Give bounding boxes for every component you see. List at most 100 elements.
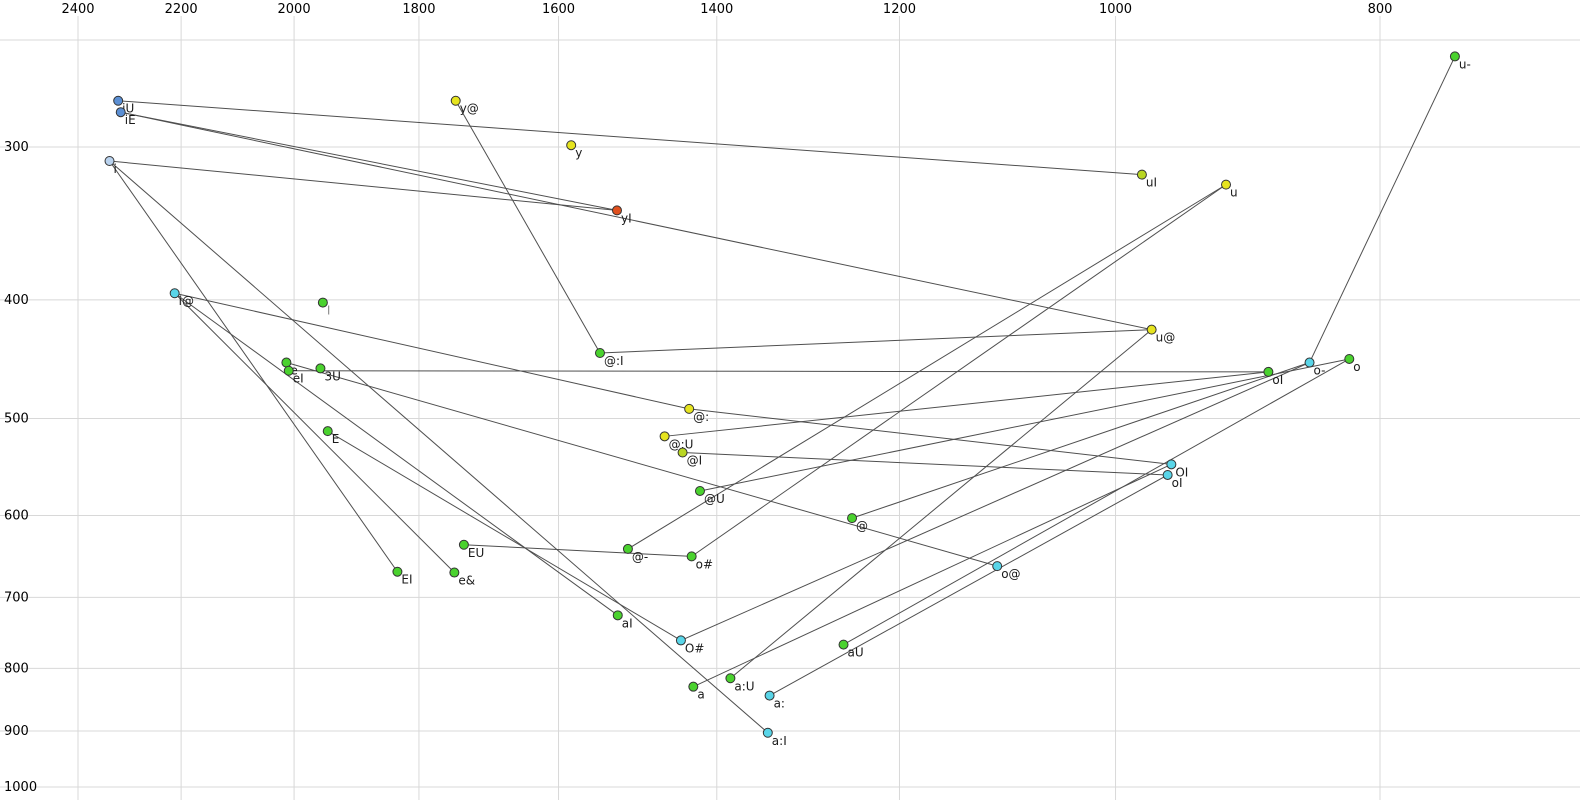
- trajectory-line: [120, 111, 618, 211]
- x-tick-label: 2200: [165, 2, 198, 17]
- vowel-point-label: oI: [1172, 476, 1183, 490]
- vowel-point[interactable]: [677, 447, 688, 458]
- vowel-point[interactable]: [1449, 51, 1460, 62]
- vowel-point[interactable]: [449, 567, 460, 578]
- trajectory-line: [682, 452, 1168, 476]
- trajectory-line: [286, 362, 998, 567]
- y-tick-label: 500: [4, 412, 29, 427]
- vowel-point-label: i@: [179, 294, 194, 308]
- vowel-point[interactable]: [1304, 357, 1315, 368]
- x-tick-label: 1800: [402, 2, 435, 17]
- trajectory-lines: [109, 56, 1456, 734]
- axis-tick-labels: 2400 2200 2000 1800 1600 1400 1200 1000 800 300 40…: [4, 2, 1392, 795]
- vowel-point[interactable]: [622, 543, 633, 554]
- vowel-point[interactable]: [694, 485, 705, 496]
- vowel-point[interactable]: [458, 539, 469, 550]
- vowel-point-label: a:I: [772, 734, 787, 748]
- vowel-point-label: @U: [704, 492, 725, 506]
- trajectory-line: [851, 362, 1310, 519]
- vowel-point[interactable]: [659, 431, 670, 442]
- vowel-point[interactable]: [566, 140, 577, 151]
- vowel-point-label: aI: [622, 616, 633, 630]
- vowel-point[interactable]: [104, 155, 115, 166]
- vowel-point[interactable]: [1221, 179, 1232, 190]
- vowel-point-label: 3U: [324, 369, 340, 383]
- vowel-point-label: iE: [125, 113, 136, 127]
- y-tick-label: 1000: [4, 780, 37, 795]
- trajectory-line: [174, 292, 690, 410]
- trajectory-line: [109, 160, 769, 734]
- vowel-point-label: a:U: [734, 679, 754, 693]
- vowel-point-label: a:: [774, 697, 785, 711]
- vowel-point-label: u@: [1156, 331, 1176, 345]
- vowel-point-label: uI: [1146, 176, 1157, 190]
- vowel-point[interactable]: [322, 426, 333, 437]
- vowel-point-label: @:I: [604, 354, 624, 368]
- vowel-point-label: EI: [401, 573, 412, 587]
- vowel-point[interactable]: [838, 639, 849, 650]
- vowel-point[interactable]: [688, 681, 699, 692]
- x-tick-label: 1600: [542, 2, 575, 17]
- gridlines: [0, 16, 1580, 800]
- trajectory-line: [689, 408, 1172, 465]
- vowel-point-label: @I: [687, 454, 703, 468]
- trajectory-line: [627, 184, 1227, 550]
- vowel-point[interactable]: [594, 347, 605, 358]
- vowel-point[interactable]: [764, 690, 775, 701]
- vowel-point[interactable]: [169, 288, 180, 299]
- trajectory-line: [599, 329, 1152, 354]
- vowel-point[interactable]: [725, 673, 736, 684]
- vowel-point[interactable]: [1146, 324, 1157, 335]
- vowel-point[interactable]: [684, 403, 695, 414]
- y-tick-label: 900: [4, 724, 29, 739]
- vowel-point[interactable]: [317, 297, 328, 308]
- vowel-point[interactable]: [450, 95, 461, 106]
- x-tick-label: 1200: [883, 2, 916, 17]
- vowel-point[interactable]: [115, 107, 126, 118]
- vowel-point[interactable]: [1166, 459, 1177, 470]
- vowel-point[interactable]: [675, 635, 686, 646]
- vowel-point-label: y: [575, 146, 582, 160]
- vowel-point[interactable]: [847, 513, 858, 524]
- vowel-point[interactable]: [762, 727, 773, 738]
- vowel-point[interactable]: [611, 205, 622, 216]
- trajectory-line: [109, 160, 398, 573]
- trajectory-line: [463, 544, 692, 557]
- vowel-point[interactable]: [315, 363, 326, 374]
- vowel-point-label: o@: [1001, 567, 1020, 581]
- vowel-point-label: E: [332, 432, 340, 446]
- y-tick-label: 400: [4, 293, 29, 308]
- vowel-point-label: eI: [293, 372, 304, 386]
- vowel-point[interactable]: [1344, 353, 1355, 364]
- trajectory-line: [327, 430, 682, 641]
- vowel-point[interactable]: [1263, 366, 1274, 377]
- vowel-point[interactable]: [113, 95, 124, 106]
- x-tick-label: 1400: [700, 2, 733, 17]
- trajectory-line: [843, 358, 1350, 646]
- vowel-point-label: EU: [468, 546, 484, 560]
- trajectory-line: [691, 184, 1227, 557]
- vowel-point[interactable]: [392, 566, 403, 577]
- vowel-point-label: yI: [621, 211, 632, 225]
- y-tick-label: 800: [4, 661, 29, 676]
- trajectory-line: [120, 111, 1152, 331]
- vowel-point[interactable]: [686, 551, 697, 562]
- vowel-point-label: OI: [1175, 465, 1188, 479]
- vowel-point[interactable]: [283, 365, 294, 376]
- trajectory-line: [769, 474, 1168, 697]
- vowel-point[interactable]: [1162, 469, 1173, 480]
- vowel-point[interactable]: [612, 610, 623, 621]
- trajectory-line: [455, 100, 601, 354]
- vowel-point-label: e: [290, 364, 297, 378]
- vowel-point[interactable]: [992, 561, 1003, 572]
- trajectory-line: [109, 160, 618, 211]
- trajectory-line: [118, 100, 1142, 176]
- vowel-point-label: oI: [1272, 373, 1283, 387]
- y-tick-label: 700: [4, 590, 29, 605]
- vowel-point[interactable]: [1136, 169, 1147, 180]
- y-tick-label: 600: [4, 508, 29, 523]
- trajectory-line: [1309, 56, 1456, 363]
